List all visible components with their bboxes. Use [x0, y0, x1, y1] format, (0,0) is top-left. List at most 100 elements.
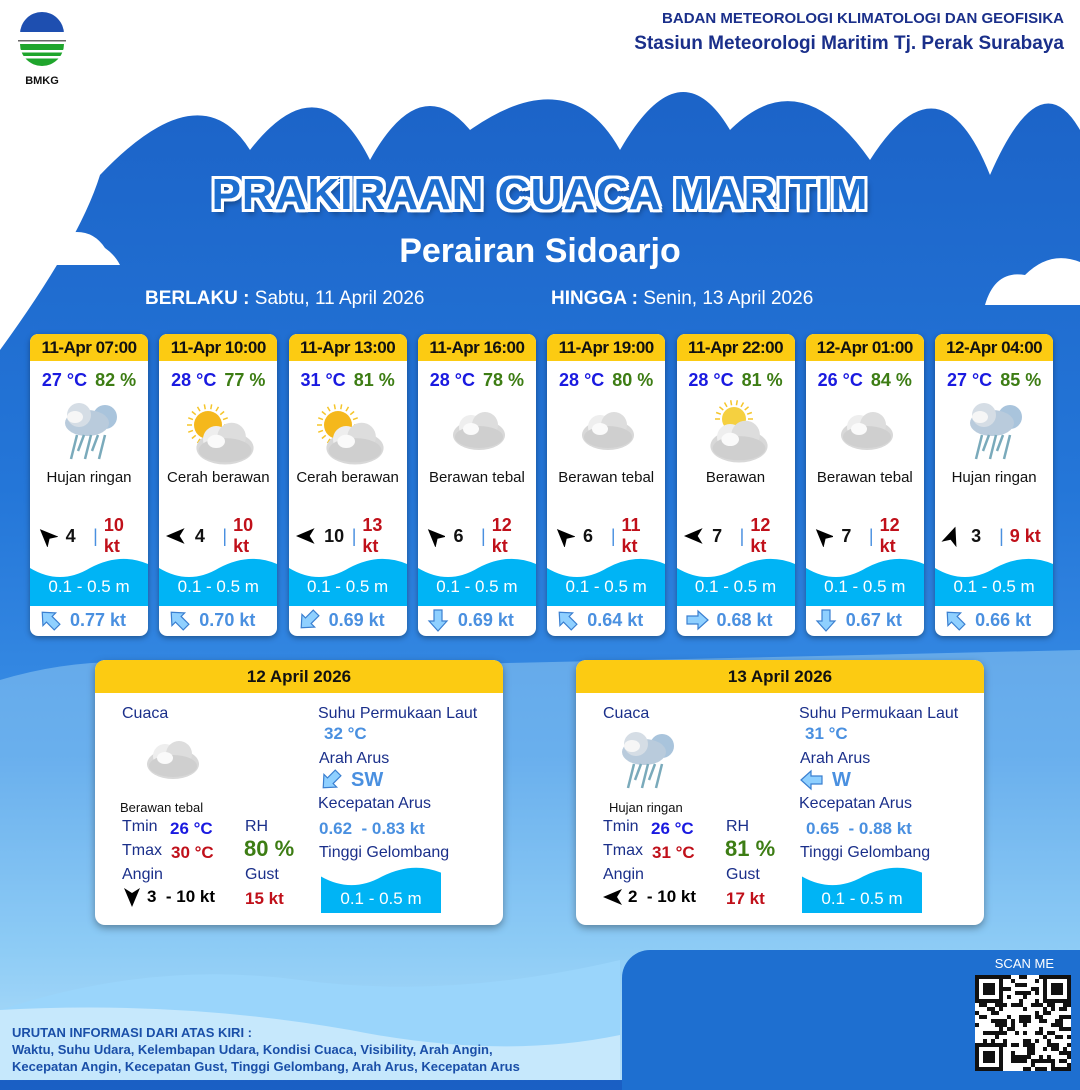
bmkg-logo-icon	[18, 12, 66, 66]
wind-speed: 4	[65, 525, 76, 546]
agency-header: BADAN METEOROLOGI KLIMATOLOGI DAN GEOFIS…	[634, 10, 1064, 55]
current-direction-icon	[558, 611, 578, 631]
humidity: 77 %	[224, 370, 266, 390]
wave-icon	[935, 556, 1054, 606]
current-speed: 0.77 kt	[70, 609, 127, 630]
forecast-time: 12-Apr 01:00	[805, 334, 924, 361]
qr-code-icon[interactable]	[975, 975, 1071, 1071]
humidity: 78 %	[482, 370, 525, 390]
wind-direction-icon	[427, 529, 446, 547]
current-direction-icon	[300, 609, 320, 629]
current-speed: 0.70 kt	[199, 609, 256, 630]
wave-height: 0.1 - 0.5 m	[340, 889, 422, 908]
forecast-card: 11-Apr 16:00 28 °C 78 % Berawan tebal 6 | 1…	[417, 334, 536, 636]
forecast-time: 11-Apr 07:00	[30, 334, 148, 361]
gust-speed: 12 kt	[491, 515, 512, 556]
forecast-card: 11-Apr 07:00 27 °C 82 % Hujan ringan 4 | 10…	[30, 334, 148, 636]
rh-label: RH	[245, 818, 269, 835]
valid-to: HINGGA : Senin, 13 April 2026	[551, 288, 813, 310]
wave-label: Tinggi Gelombang	[319, 844, 450, 861]
wind-direction-icon	[683, 528, 703, 544]
wind-direction-icon	[124, 888, 140, 907]
tmin-label: Tmin	[122, 818, 158, 835]
current-direction-icon	[322, 769, 342, 789]
weather-condition: Cerah berawan	[296, 469, 399, 486]
divider: |	[351, 525, 357, 546]
current-speed-range: 0.65 - 0.88 kt	[806, 819, 912, 838]
wind-direction-icon	[941, 526, 957, 547]
forecast-card: 12-Apr 01:00 26 °C 84 % Berawan tebal 7 | 1…	[805, 334, 924, 636]
forecast-time: 11-Apr 10:00	[159, 334, 278, 361]
weather-condition: Hujan ringan	[951, 469, 1037, 486]
partly-cloudy-icon	[308, 397, 388, 467]
wind-direction-icon	[295, 528, 315, 544]
wave-icon	[30, 556, 148, 606]
gust-speed: 12 kt	[879, 515, 900, 556]
current-direction-icon	[685, 609, 709, 631]
air-temperature: 31 °C	[300, 370, 346, 390]
tmax-value: 31 °C	[652, 843, 695, 862]
forecast-card: 11-Apr 22:00 28 °C 81 % Berawan 7 | 12 kt 0…	[676, 334, 795, 636]
sst-value: 32 °C	[324, 724, 367, 743]
current-direction-icon	[815, 609, 837, 632]
weather-label: Cuaca	[122, 705, 169, 722]
current-direction-icon	[170, 611, 191, 631]
daily-date: 12 April 2026	[95, 660, 503, 693]
weather-condition: Berawan tebal	[816, 469, 913, 486]
station-name: Stasiun Meteorologi Maritim Tj. Perak Su…	[634, 33, 1064, 54]
wind-range: 3 - 10 kt	[147, 887, 216, 906]
tmax-label: Tmax	[122, 842, 162, 859]
weather-condition: Hujan ringan	[46, 469, 132, 486]
current-speed: 0.66 kt	[975, 609, 1032, 630]
humidity: 85 %	[1000, 370, 1042, 390]
wave-icon	[547, 556, 666, 606]
current-speed-label: Kecepatan Arus	[799, 795, 912, 812]
partly-cloudy-icon	[178, 397, 258, 467]
gust-speed: 10 kt	[233, 515, 254, 556]
valid-to-date: Senin, 13 April 2026	[643, 288, 814, 309]
weather-condition: Berawan tebal	[558, 469, 655, 486]
wave-height: 0.1 - 0.5 m	[824, 577, 906, 596]
current-direction-value: W	[832, 768, 851, 791]
logo-text: BMKG	[25, 75, 59, 87]
divider: |	[868, 525, 874, 546]
wind-speed: 3	[971, 525, 982, 546]
current-direction-icon	[800, 769, 823, 791]
scan-me-label: SCAN ME	[994, 956, 1054, 971]
overcast-icon	[131, 726, 211, 801]
wind-speed: 7	[841, 525, 852, 546]
valid-from-label: BERLAKU :	[145, 288, 250, 309]
humidity: 80 %	[612, 370, 654, 390]
daily-summary-panel: 13 April 2026 Cuaca Hujan ringan Tmin 26…	[576, 660, 984, 925]
wave-height: 0.1 - 0.5 m	[953, 577, 1035, 596]
current-speed: 0.69 kt	[328, 609, 385, 630]
forecast-card: 11-Apr 10:00 28 °C 77 % Cerah berawan 4 | 1…	[159, 334, 278, 636]
forecast-card: 11-Apr 19:00 28 °C 80 % Berawan tebal 6 | 1…	[547, 334, 666, 636]
divider: |	[739, 525, 745, 546]
page-subtitle: Perairan Sidoarjo	[399, 232, 681, 270]
wave-icon	[159, 556, 278, 606]
divider: |	[481, 525, 486, 546]
tmax-value: 30 °C	[171, 843, 214, 862]
humidity: 81 %	[741, 370, 783, 390]
gust-speed: 12 kt	[750, 515, 771, 556]
light-rain-icon	[606, 726, 686, 801]
rh-value: 80 %	[244, 836, 295, 861]
forecast-card: 11-Apr 13:00 31 °C 81 % Cerah berawan 10 |…	[288, 334, 407, 636]
current-direction-icon	[41, 611, 61, 631]
wave-icon	[288, 556, 407, 606]
rh-label: RH	[726, 818, 750, 835]
air-temperature: 26 °C	[817, 370, 863, 390]
daily-date: 13 April 2026	[576, 660, 984, 693]
gust-label: Gust	[245, 866, 279, 883]
overcast-icon	[437, 397, 517, 467]
wind-label: Angin	[603, 866, 644, 883]
weather-condition: Hujan ringan	[609, 800, 683, 815]
wind-speed: 10	[324, 525, 345, 546]
weather-condition: Berawan tebal	[428, 469, 525, 486]
wind-speed: 4	[194, 525, 205, 546]
air-temperature: 28 °C	[688, 370, 734, 390]
gust-label: Gust	[726, 866, 760, 883]
gust-speed: 10 kt	[103, 515, 124, 556]
air-temperature: 27 °C	[41, 370, 88, 390]
